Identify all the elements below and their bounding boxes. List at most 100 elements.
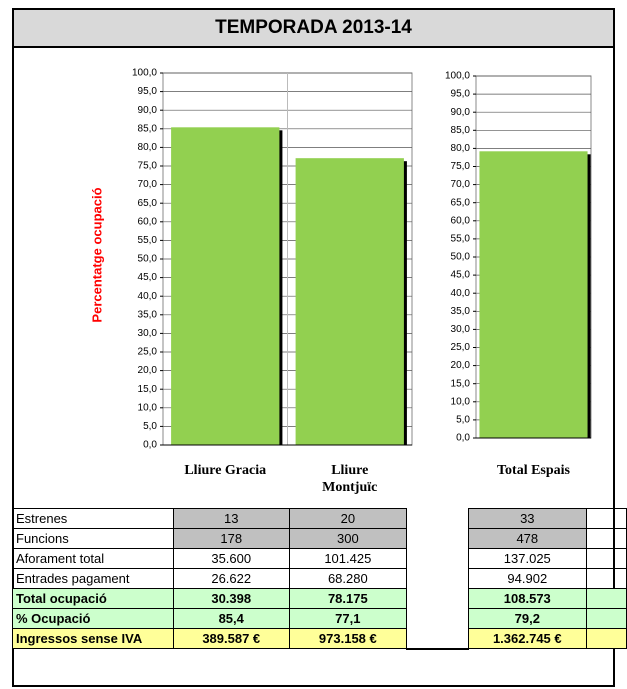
table-cell: 33 <box>467 508 587 529</box>
table-row: Funcions 178 300 478 <box>12 528 627 549</box>
table-row: Total ocupació 30.398 78.175 108.573 <box>12 588 627 609</box>
y-tick-label: 80,0 <box>138 142 158 153</box>
table-cell: 300 <box>288 528 408 549</box>
y-tick-label: 10,0 <box>451 396 471 407</box>
table-cell: Funcions <box>12 528 174 549</box>
table-cell: 137.025 <box>467 548 587 569</box>
y-tick-label: 40,0 <box>451 288 471 299</box>
y-tick-label: 20,0 <box>451 360 471 371</box>
y-tick-label: 5,0 <box>143 421 157 432</box>
table-cell: Ingressos sense IVA <box>12 628 174 649</box>
y-tick-label: 15,0 <box>138 384 158 395</box>
y-tick-label: 10,0 <box>138 402 158 413</box>
table-cell <box>585 628 627 649</box>
y-tick-label: 70,0 <box>138 179 158 190</box>
table-cell: 79,2 <box>467 608 587 629</box>
table-cell: Entrades pagament <box>12 568 174 589</box>
table-cell: Estrenes <box>12 508 174 529</box>
table-row: Entrades pagament 26.622 68.280 94.902 <box>12 568 627 589</box>
table-cell <box>585 608 627 629</box>
table-cell <box>585 528 627 549</box>
table-cell <box>406 508 469 529</box>
table-cell: 35.600 <box>172 548 290 569</box>
y-tick-label: 50,0 <box>138 254 158 265</box>
y-tick-label: 80,0 <box>451 143 471 154</box>
y-tick-label: 60,0 <box>451 215 471 226</box>
y-tick-label: 35,0 <box>138 309 158 320</box>
table-cell <box>406 628 469 650</box>
table-cell: 13 <box>172 508 290 529</box>
table-cell: 389.587 € <box>172 628 290 649</box>
y-tick-label: 25,0 <box>451 342 471 353</box>
y-tick-label: 15,0 <box>451 378 471 389</box>
y-tick-label: 90,0 <box>451 107 471 118</box>
table-cell <box>585 508 627 529</box>
table-cell: 77,1 <box>288 608 408 629</box>
y-tick-label: 55,0 <box>138 235 158 246</box>
y-tick-label: 35,0 <box>451 306 471 317</box>
table-cell <box>585 548 627 569</box>
table-row: Aforament total 35.600 101.425 137.025 <box>12 548 627 569</box>
y-tick-label: 45,0 <box>138 272 158 283</box>
table-cell: 20 <box>288 508 408 529</box>
y-tick-label: 95,0 <box>138 86 158 97</box>
table-cell: 178 <box>172 528 290 549</box>
table-cell: 68.280 <box>288 568 408 589</box>
y-tick-label: 65,0 <box>138 198 158 209</box>
table-cell <box>585 588 627 609</box>
y-tick-label: 100,0 <box>132 68 157 79</box>
y-tick-label: 60,0 <box>138 216 158 227</box>
y-tick-label: 5,0 <box>456 415 470 426</box>
y-tick-label: 75,0 <box>451 161 471 172</box>
y-axis-label: Percentatge ocupació <box>89 187 104 322</box>
y-tick-label: 55,0 <box>451 234 471 245</box>
table-cell: 478 <box>467 528 587 549</box>
table-cell: 26.622 <box>172 568 290 589</box>
title: TEMPORADA 2013-14 <box>12 8 615 48</box>
y-tick-label: 100,0 <box>445 71 470 82</box>
table-cell <box>406 588 469 609</box>
y-tick-label: 25,0 <box>138 347 158 358</box>
y-tick-label: 0,0 <box>456 433 470 444</box>
table-row: Ingressos sense IVA 389.587 €973.158 € 1.3… <box>12 628 627 650</box>
table-cell: 78.175 <box>288 588 408 609</box>
y-tick-label: 40,0 <box>138 291 158 302</box>
y-tick-label: 85,0 <box>451 125 471 136</box>
table-row: Estrenes 13 20 33 <box>12 508 627 529</box>
x-tick-label: Total Espais <box>496 463 570 478</box>
y-tick-label: 0,0 <box>143 440 157 451</box>
y-tick-label: 95,0 <box>451 89 471 100</box>
table-cell: 1.362.745 € <box>467 628 587 649</box>
y-tick-label: 85,0 <box>138 123 158 134</box>
x-tick-label: Lliure Gracia <box>184 463 267 478</box>
table-cell: 94.902 <box>467 568 587 589</box>
data-table: Estrenes 13 20 33 Funcions 178 300 478 Aforament… <box>12 508 627 650</box>
y-tick-label: 20,0 <box>138 365 158 376</box>
table-row: % Ocupació 85,4 77,1 79,2 <box>12 608 627 629</box>
bar <box>295 158 404 446</box>
table-cell: 85,4 <box>172 608 290 629</box>
y-tick-label: 90,0 <box>138 105 158 116</box>
bar <box>171 127 280 445</box>
table-cell: Aforament total <box>12 548 174 569</box>
table-cell: 101.425 <box>288 548 408 569</box>
y-tick-label: 75,0 <box>138 161 158 172</box>
y-tick-label: 30,0 <box>138 328 158 339</box>
y-tick-label: 70,0 <box>451 179 471 190</box>
table-cell <box>406 548 469 569</box>
table-cell <box>406 608 469 629</box>
table-cell: 108.573 <box>467 588 587 609</box>
bar <box>479 151 588 438</box>
table-cell: 973.158 € <box>288 628 408 649</box>
y-tick-label: 45,0 <box>451 270 471 281</box>
x-tick-label: Lliure Montjuïc <box>322 463 378 495</box>
table-cell: % Ocupació <box>12 608 174 629</box>
y-tick-label: 30,0 <box>451 324 471 335</box>
table-cell <box>406 568 469 589</box>
y-tick-label: 65,0 <box>451 197 471 208</box>
table-cell: Total ocupació <box>12 588 174 609</box>
table-cell <box>406 528 469 549</box>
y-tick-label: 50,0 <box>451 252 471 263</box>
